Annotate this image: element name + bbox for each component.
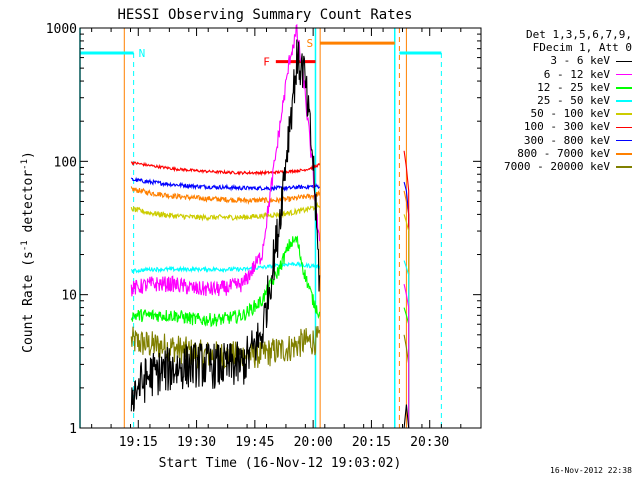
chart-title: HESSI Observing Summary Count Rates	[117, 7, 412, 23]
x-tick-label: 20:30	[410, 435, 449, 450]
y-tick-label: 1	[69, 422, 77, 437]
legend-label: 6 - 12 keV	[543, 67, 610, 81]
legend-entry: 300 - 800 keV	[476, 134, 632, 147]
legend-entry: 6 - 12 keV	[476, 68, 632, 81]
series-line-s12_25	[130, 235, 321, 328]
legend-swatch	[616, 73, 632, 76]
series-line-s800_7000	[130, 186, 321, 205]
legend-entries: 3 - 6 keV 6 - 12 keV 12 - 25 keV 25 - 50 ke…	[476, 54, 632, 173]
legend-entry: 12 - 25 keV	[476, 81, 632, 94]
series-line-s7000_20000	[130, 326, 321, 370]
series-line-s3_6	[130, 39, 321, 412]
series-line-s300_800	[130, 176, 321, 192]
y-axis-label-part2: detector	[21, 170, 36, 241]
x-tick-label: 19:45	[235, 435, 274, 450]
series-line-s25_50	[130, 261, 321, 275]
x-axis-label: Start Time (16-Nov-12 19:03:02)	[159, 456, 402, 471]
legend-swatch	[616, 60, 632, 63]
series-line-s100_300	[130, 160, 321, 177]
plot-area: N S F	[79, 23, 442, 429]
y-axis-label-sup2: -1	[20, 159, 30, 170]
legend-header-line2: FDecim 1, Att 0	[532, 41, 632, 55]
legend-swatch	[616, 87, 632, 89]
series-post-gap-s3_6	[403, 404, 410, 429]
legend-label: 300 - 800 keV	[523, 133, 610, 147]
series-post-gap-s6_12	[403, 283, 410, 428]
legend-entry: 25 - 50 keV	[476, 94, 632, 107]
legend-label: 800 - 7000 keV	[517, 146, 610, 160]
legend-label: 7000 - 20000 keV	[504, 160, 610, 174]
y-axis-label-part1: Count Rate (s	[21, 251, 36, 353]
axes: 1 10 100 1000 19:15 19:30 19:45 20:00 20:15 20:30	[46, 22, 481, 450]
legend-label: 3 - 6 keV	[550, 54, 610, 68]
legend-entry: 50 - 100 keV	[476, 107, 632, 120]
legend-entry: 800 - 7000 keV	[476, 147, 632, 160]
x-tick-label: 20:15	[352, 435, 391, 450]
legend-header-line1: Det 1,3,5,6,7,9,	[526, 28, 632, 41]
y-axis-label-part3: )	[21, 151, 36, 159]
legend-label: 50 - 100 keV	[530, 107, 610, 121]
legend-swatch	[616, 100, 632, 102]
legend-swatch	[616, 126, 632, 129]
legend-entry: 3 - 6 keV	[476, 54, 632, 67]
legend-entry: 7000 - 20000 keV	[476, 160, 632, 173]
legend-swatch	[616, 139, 632, 142]
y-axis-label-sup1: -1	[20, 240, 30, 251]
legend-swatch	[616, 113, 632, 115]
footer-timestamp: 16-Nov-2012 22:38	[550, 466, 632, 475]
legend-entry: 100 - 300 keV	[476, 120, 632, 133]
plot-frame	[79, 27, 482, 429]
y-tick-label: 10	[61, 289, 77, 304]
y-tick-label: 100	[54, 155, 77, 170]
legend-label: 12 - 25 keV	[537, 80, 610, 94]
x-tick-label: 19:15	[119, 435, 158, 450]
legend: Det 1,3,5,6,7,9, FDecim 1, Att 0 3 - 6 k…	[476, 28, 632, 173]
legend-swatch	[616, 153, 632, 155]
flare-label: F	[263, 56, 270, 69]
series-line-s6_12	[130, 23, 321, 297]
legend-swatch	[616, 166, 632, 168]
legend-label: 100 - 300 keV	[523, 120, 610, 134]
y-axis-label: Count Rate (s-1 detector-1)	[20, 151, 36, 353]
x-tick-label: 19:30	[177, 435, 216, 450]
night-label: N	[139, 47, 146, 60]
y-tick-label: 1000	[46, 22, 77, 37]
x-tick-label: 20:00	[294, 435, 333, 450]
saa-label: S	[307, 37, 314, 50]
series-line-s50_100	[130, 201, 321, 222]
legend-label: 25 - 50 keV	[537, 94, 610, 108]
